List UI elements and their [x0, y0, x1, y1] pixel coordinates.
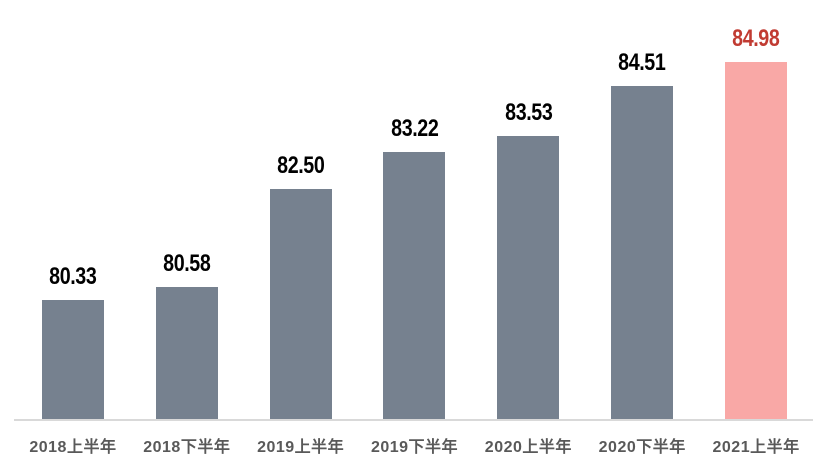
x-axis-label: 2019下半年	[370, 439, 459, 456]
bar-value-label: 83.22	[390, 115, 439, 142]
bar	[155, 287, 218, 419]
bar-group: 84.51	[585, 0, 699, 419]
plot-area: 80.33 80.58 82.50 83.22 83.53 84.51 84.98	[16, 0, 813, 419]
x-axis-label: 2020上半年	[484, 439, 572, 456]
bar	[383, 152, 446, 419]
bar	[269, 189, 332, 419]
x-axis-labels: 2018上半年 2018下半年 2019上半年 2019下半年 2020上半年 2020下…	[16, 433, 813, 457]
bar-group: 80.58	[130, 0, 244, 419]
bar	[41, 300, 104, 419]
x-axis-line	[14, 419, 813, 421]
bar-value-label: 80.33	[49, 263, 97, 290]
bar-group: 83.53	[471, 0, 585, 419]
bar-value-label: 84.51	[618, 49, 667, 76]
bar-value-label-highlighted: 84.98	[732, 25, 780, 52]
bar-highlighted	[725, 62, 788, 419]
x-axis-label: 2020下半年	[598, 439, 686, 456]
bar-group: 80.33	[16, 0, 130, 419]
bar-value-label: 80.58	[163, 250, 211, 277]
bar-group: 83.22	[358, 0, 472, 419]
x-axis-label: 2018上半年	[29, 439, 117, 456]
bar	[611, 86, 674, 419]
bar-value-label: 83.53	[504, 99, 553, 126]
bar-value-label: 82.50	[277, 152, 325, 179]
bar-group: 82.50	[244, 0, 358, 419]
bar-group: 84.98	[699, 0, 813, 419]
bar	[497, 136, 560, 419]
x-axis-label: 2019上半年	[257, 439, 345, 456]
x-axis-label: 2018下半年	[143, 439, 231, 456]
x-axis-label: 2021上半年	[712, 439, 800, 456]
